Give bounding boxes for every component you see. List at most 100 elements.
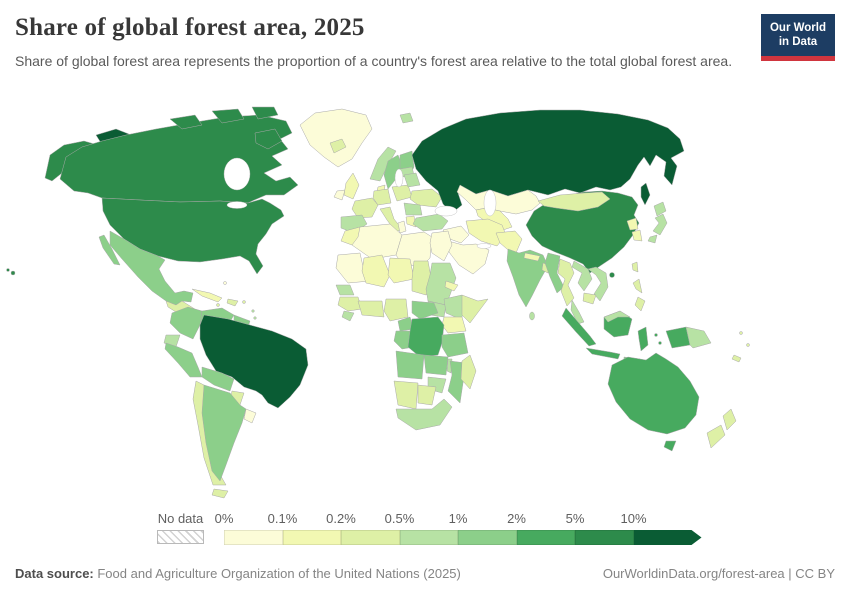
legend-bin-swatch-arrow[interactable] xyxy=(634,530,702,545)
country-hawaii[interactable] xyxy=(6,268,10,272)
country-turkey[interactable] xyxy=(412,213,449,232)
country-hainan[interactable] xyxy=(609,272,615,278)
license-link[interactable]: OurWorldinData.org/forest-area | CC BY xyxy=(602,566,835,581)
country-tasmania[interactable] xyxy=(663,440,677,452)
country-tunisia[interactable] xyxy=(397,220,407,234)
country-nepal[interactable] xyxy=(523,252,541,262)
legend-bin-swatch[interactable] xyxy=(575,530,634,545)
country-drc[interactable] xyxy=(407,316,445,358)
country-eritrea[interactable] xyxy=(444,280,459,292)
country-new-caledonia[interactable] xyxy=(731,354,742,363)
country-vietnam[interactable] xyxy=(587,266,609,302)
country-japan[interactable] xyxy=(647,234,658,244)
country-japan[interactable] xyxy=(652,213,668,236)
country-moluccas[interactable] xyxy=(658,341,662,345)
country-zambia[interactable] xyxy=(423,354,449,376)
country-laos[interactable] xyxy=(571,260,593,292)
country-borneo-malaysia[interactable] xyxy=(603,310,631,323)
country-madagascar[interactable] xyxy=(460,354,477,390)
country-angola[interactable] xyxy=(395,350,425,380)
country-sumatra[interactable] xyxy=(561,307,597,347)
country-south-africa[interactable] xyxy=(395,398,453,431)
country-ukraine[interactable] xyxy=(409,188,443,208)
owid-logo[interactable]: Our World in Data xyxy=(761,14,835,61)
country-russia[interactable] xyxy=(411,109,685,214)
country-belarus[interactable] xyxy=(403,172,421,188)
country-arctic-island[interactable] xyxy=(251,106,279,120)
country-cambodia[interactable] xyxy=(582,292,597,305)
country-nz-north[interactable] xyxy=(722,408,737,431)
legend-bin-swatch[interactable] xyxy=(399,530,458,545)
country-antilles[interactable] xyxy=(251,309,255,313)
country-hispaniola[interactable] xyxy=(226,298,239,307)
country-svalbard[interactable] xyxy=(399,112,414,124)
country-uk[interactable] xyxy=(343,172,360,200)
country-niger[interactable] xyxy=(387,257,415,284)
country-tierra-del-fuego[interactable] xyxy=(211,488,229,499)
country-liberia[interactable] xyxy=(341,310,355,322)
country-jamaica[interactable] xyxy=(216,303,220,307)
country-sri-lanka[interactable] xyxy=(529,311,535,321)
legend-bin-swatch[interactable] xyxy=(282,530,341,545)
country-nigeria[interactable] xyxy=(383,298,409,322)
country-botswana[interactable] xyxy=(417,384,437,406)
country-colombia[interactable] xyxy=(169,306,203,340)
country-brazil[interactable] xyxy=(199,314,309,409)
country-java[interactable] xyxy=(585,347,621,360)
country-argentina[interactable] xyxy=(201,384,247,482)
country-fiji[interactable] xyxy=(739,331,743,335)
country-hawaii[interactable] xyxy=(10,270,16,276)
country-ireland[interactable] xyxy=(333,189,346,201)
country-peru[interactable] xyxy=(164,342,203,378)
country-thailand[interactable] xyxy=(557,258,575,307)
country-north-korea[interactable] xyxy=(626,217,639,231)
country-philippines[interactable] xyxy=(634,296,646,312)
country-bahamas[interactable] xyxy=(223,281,227,285)
country-mali[interactable] xyxy=(361,254,391,288)
country-papua-new-guinea[interactable] xyxy=(685,326,712,349)
legend-bin-swatch[interactable] xyxy=(341,530,400,545)
country-guinea[interactable] xyxy=(337,296,363,312)
country-uruguay[interactable] xyxy=(243,408,257,424)
country-sulawesi[interactable] xyxy=(637,326,649,352)
legend-no-data[interactable]: No data xyxy=(157,511,204,544)
legend-bin-swatch[interactable] xyxy=(458,530,517,545)
country-south-korea[interactable] xyxy=(631,229,643,242)
country-australia[interactable] xyxy=(607,352,700,435)
country-mongolia[interactable] xyxy=(537,191,611,212)
country-baffin[interactable] xyxy=(254,128,283,150)
country-sakhalin[interactable] xyxy=(640,182,651,206)
country-germany[interactable] xyxy=(372,188,392,206)
country-myanmar[interactable] xyxy=(544,252,565,294)
country-car[interactable] xyxy=(411,300,439,320)
country-algeria[interactable] xyxy=(351,223,403,260)
country-iceland[interactable] xyxy=(329,138,347,154)
country-antilles[interactable] xyxy=(253,316,257,320)
country-philippines[interactable] xyxy=(632,278,643,294)
legend-bin-swatch[interactable] xyxy=(224,530,283,545)
country-france[interactable] xyxy=(351,197,379,219)
country-arctic-island[interactable] xyxy=(169,114,203,130)
country-poland[interactable] xyxy=(391,184,413,202)
country-moluccas[interactable] xyxy=(654,333,658,337)
country-namibia[interactable] xyxy=(393,380,419,410)
country-tanzania[interactable] xyxy=(441,332,469,358)
country-bolivia[interactable] xyxy=(201,366,235,392)
country-baja[interactable] xyxy=(98,234,121,266)
legend-bin-swatch[interactable] xyxy=(516,530,575,545)
country-ivory-ghana[interactable] xyxy=(357,300,385,318)
country-vanuatu[interactable] xyxy=(746,343,750,347)
country-balkans[interactable] xyxy=(403,202,423,216)
country-mexico[interactable] xyxy=(109,230,194,306)
country-arctic-island[interactable] xyxy=(211,108,245,124)
country-senegal[interactable] xyxy=(335,284,355,296)
country-india[interactable] xyxy=(506,248,549,308)
country-malay-peninsula[interactable] xyxy=(570,299,585,325)
no-data-swatch[interactable] xyxy=(157,530,204,544)
country-arabia[interactable] xyxy=(447,240,490,275)
country-canada[interactable] xyxy=(59,114,299,204)
country-uganda-kenya[interactable] xyxy=(441,316,467,334)
country-west-new-guinea[interactable] xyxy=(665,326,691,349)
country-greenland[interactable] xyxy=(299,108,373,168)
country-norway[interactable] xyxy=(369,146,397,182)
